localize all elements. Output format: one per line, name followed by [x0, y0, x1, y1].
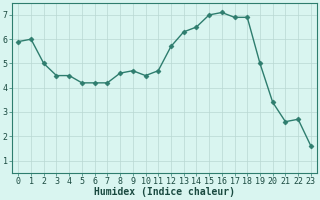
X-axis label: Humidex (Indice chaleur): Humidex (Indice chaleur): [94, 187, 235, 197]
